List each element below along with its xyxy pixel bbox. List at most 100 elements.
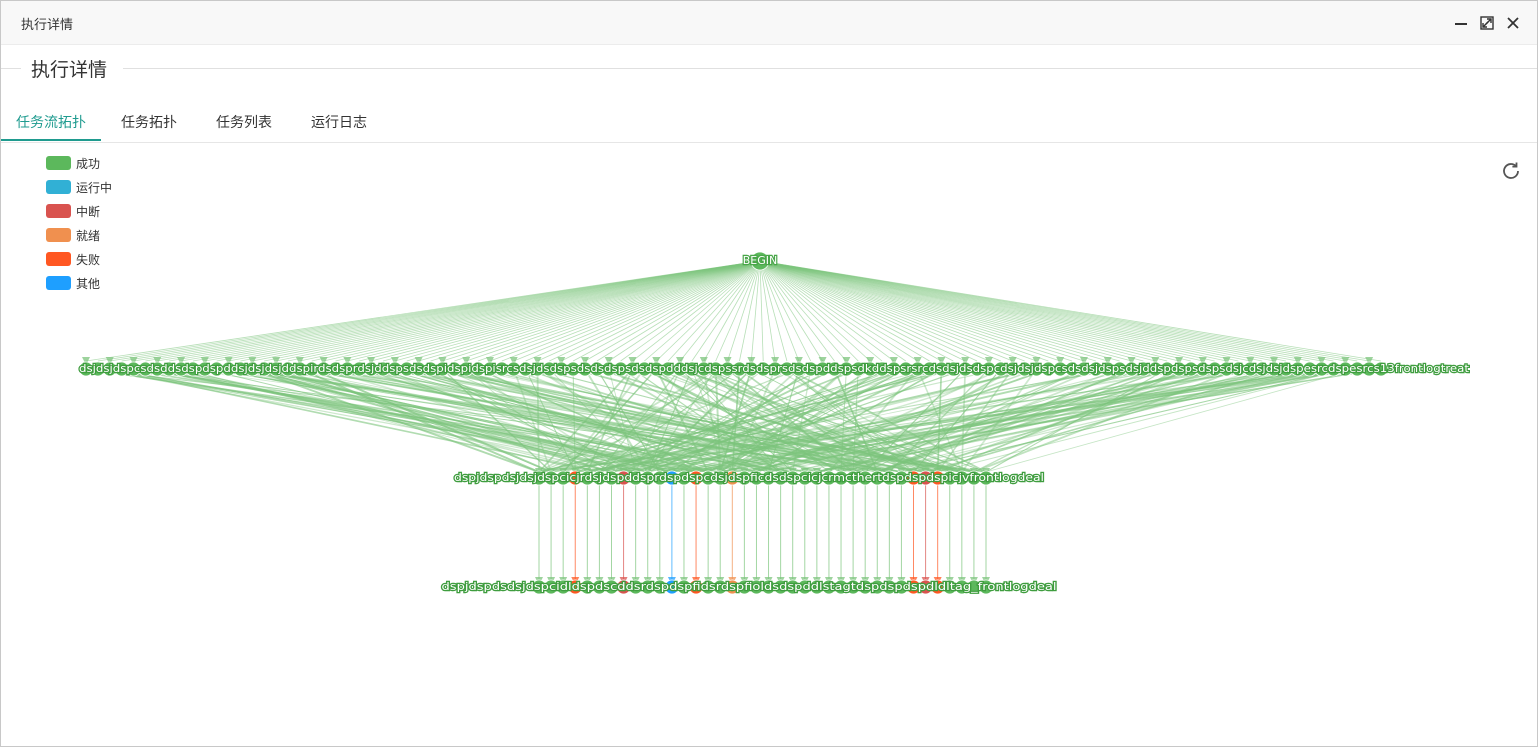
graph-edge <box>925 368 1287 473</box>
graph-edge <box>759 260 776 362</box>
graph-edge <box>759 260 1180 362</box>
edge-arrow <box>319 357 328 365</box>
graph-edge <box>759 260 1203 362</box>
graph-edge <box>759 260 1168 362</box>
row2-node-labels: dspjdspdsjdsjdspcicjrdsjdspddsprdspdspcd… <box>454 471 1044 484</box>
graph-edge <box>804 368 1168 473</box>
graph-labels: dsjdsjdspcsdsddsdspdspddsjdsjdsjddspirds… <box>78 253 1471 594</box>
tab-task-topology[interactable]: 任务拓扑 <box>121 115 177 131</box>
graph-edge <box>584 260 761 362</box>
graph-edge <box>252 368 709 473</box>
graph-edge <box>732 368 1382 473</box>
graph-edge <box>442 260 761 362</box>
row1-node-labels: dsjdsjdspcsdsddsdspdspddsjdsjdsjddspirds… <box>79 362 1470 375</box>
graph-edge <box>382 260 761 362</box>
graph-edge <box>877 368 1275 473</box>
graph-edge <box>759 260 1085 362</box>
graph-edge <box>596 260 761 362</box>
tab-run-log[interactable]: 运行日志 <box>311 115 367 131</box>
edge-arrow <box>1103 357 1112 365</box>
graph-edge <box>759 260 1013 362</box>
graph-edge <box>323 368 975 473</box>
graph-edge <box>937 368 1192 473</box>
graph-edge <box>759 260 812 362</box>
task-flow-graph[interactable]: dsjdsjdspcsdsddsdspdspddsjdsjdsjddspirds… <box>1 143 1537 743</box>
graph-edge <box>759 260 1061 362</box>
graph-edge <box>204 368 636 473</box>
edge-arrow <box>485 357 494 365</box>
edge-arrow <box>913 357 922 365</box>
graph-edge <box>759 260 823 362</box>
close-icon[interactable] <box>1505 15 1521 31</box>
refresh-icon[interactable] <box>1499 159 1523 183</box>
graph-edge <box>97 368 685 473</box>
graph-edge <box>501 260 761 362</box>
row3-node-labels: dspjdspdsdsjdspcidldspdscddsrdspdspfidsr… <box>442 580 1057 593</box>
graph-edge <box>109 368 600 473</box>
graph-edge <box>759 260 1108 362</box>
legend-label: 中断 <box>76 205 101 219</box>
graph-edge <box>454 260 761 362</box>
graph-edge <box>671 368 966 473</box>
graph-edge <box>759 260 788 362</box>
graph-edge <box>513 260 761 362</box>
edge-arrow <box>1270 357 1279 365</box>
edge-arrow <box>652 357 661 365</box>
tab-task-list[interactable]: 任务列表 <box>216 115 272 131</box>
legend-label: 成功 <box>76 157 101 171</box>
legend-swatch <box>46 252 71 266</box>
graph-edge <box>759 260 1037 362</box>
graph-edge <box>323 260 761 362</box>
minimize-icon[interactable] <box>1453 15 1469 31</box>
graph-edge <box>347 368 962 473</box>
begin-node[interactable] <box>750 251 770 271</box>
graph-edge <box>759 260 1025 362</box>
graph-edge <box>913 368 1002 473</box>
edge-arrow <box>272 357 281 365</box>
tab-task-flow-topology[interactable]: 任务流拓扑 <box>16 115 86 131</box>
graph-edge <box>623 368 835 473</box>
active-tab-indicator <box>1 139 101 141</box>
edge-arrow <box>153 357 162 365</box>
maximize-icon[interactable] <box>1479 15 1495 31</box>
graph-edge <box>876 368 1192 473</box>
graph-edge <box>537 260 761 362</box>
graph-edge <box>644 368 950 473</box>
edge-arrow <box>1317 357 1326 365</box>
graph-edge <box>759 260 1096 362</box>
edge-arrow <box>699 357 708 365</box>
edge-arrow <box>580 357 589 365</box>
edge-arrow <box>390 357 399 365</box>
edge-arrow <box>842 357 851 365</box>
graph-node[interactable] <box>978 579 994 595</box>
graph-edge <box>608 260 761 362</box>
graph-edge <box>466 368 987 473</box>
edge-arrow <box>984 357 993 365</box>
graph-edge <box>759 260 1156 362</box>
legend-swatch <box>46 180 71 194</box>
graph-edge <box>759 260 1073 362</box>
graph-edge <box>287 368 805 473</box>
graph-node[interactable] <box>978 470 994 486</box>
legend-swatch <box>46 228 71 242</box>
graph-edge <box>715 260 761 362</box>
graph-edge <box>751 368 950 473</box>
graph-edge <box>973 368 1180 473</box>
graph-edge <box>635 368 930 473</box>
graph-nodes <box>78 251 1389 595</box>
graph-edge <box>252 368 612 473</box>
graph-edge <box>632 260 761 362</box>
graph-edge <box>430 368 612 473</box>
edge-arrow <box>1151 357 1160 365</box>
graph-node[interactable] <box>1373 361 1389 377</box>
graph-edge <box>739 260 761 362</box>
graph-edge <box>623 368 1263 473</box>
graph-edge <box>611 368 1358 473</box>
graph-edge <box>644 260 761 362</box>
graph-edge <box>252 368 540 473</box>
edge-arrow <box>1127 357 1136 365</box>
graph-edge <box>587 368 1037 473</box>
edge-arrow <box>82 357 90 365</box>
graph-edge <box>655 260 761 362</box>
edge-arrow <box>557 357 566 365</box>
